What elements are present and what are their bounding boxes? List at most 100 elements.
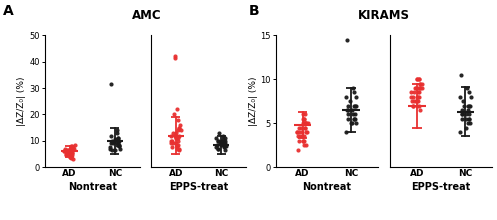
Point [170, 134, 178, 137]
Point [416, 108, 424, 112]
Point [413, 104, 421, 107]
Point [169, 113, 177, 116]
Point [115, 143, 123, 147]
Point [174, 139, 182, 143]
Point [65, 150, 73, 153]
Point [62, 154, 70, 157]
Point [413, 77, 421, 81]
Point [407, 95, 415, 99]
X-axis label: EPPS-treat: EPPS-treat [169, 182, 228, 192]
Point [458, 113, 466, 116]
Point [214, 147, 222, 150]
Point [61, 150, 69, 153]
Point [416, 82, 424, 85]
Point [300, 117, 308, 121]
Point [462, 126, 470, 129]
Point [298, 135, 306, 138]
Point [407, 91, 415, 94]
Point [413, 77, 421, 81]
Text: AMC: AMC [132, 9, 162, 22]
Point [108, 139, 116, 143]
Point [300, 117, 308, 121]
Point [459, 117, 467, 121]
Point [63, 148, 71, 152]
X-axis label: Nontreat: Nontreat [302, 182, 351, 192]
Point [462, 117, 470, 121]
Point [172, 131, 180, 135]
Point [409, 104, 417, 107]
Point [62, 152, 70, 156]
Point [457, 73, 465, 77]
Point [173, 144, 181, 148]
Point [298, 130, 306, 134]
Point [113, 131, 121, 135]
Point [294, 148, 302, 151]
Text: A: A [2, 4, 13, 18]
Point [458, 108, 466, 112]
Point [352, 104, 360, 107]
Point [176, 123, 184, 127]
Point [414, 95, 422, 99]
Point [69, 147, 77, 150]
Point [418, 86, 426, 90]
Point [415, 77, 423, 81]
Point [113, 136, 121, 140]
Point [459, 99, 467, 103]
Point [111, 148, 119, 152]
Point [302, 143, 310, 147]
Point [66, 155, 74, 158]
Point [416, 86, 424, 90]
Point [172, 136, 180, 140]
Point [212, 146, 220, 149]
Point [299, 117, 307, 121]
Point [167, 139, 175, 143]
Point [177, 128, 185, 132]
Point [301, 121, 309, 125]
Point [464, 108, 472, 112]
Point [293, 130, 301, 134]
Point [220, 142, 228, 145]
Point [173, 136, 181, 140]
Point [299, 139, 307, 143]
Point [293, 130, 301, 134]
Point [342, 130, 350, 134]
Point [214, 139, 222, 143]
Point [462, 113, 470, 116]
Point [300, 143, 308, 147]
Point [347, 121, 355, 125]
Point [351, 104, 359, 107]
Point [221, 139, 229, 143]
Point [109, 142, 117, 145]
Point [172, 134, 180, 137]
Point [302, 121, 310, 125]
Y-axis label: |ΔZ/Z₀| (%): |ΔZ/Z₀| (%) [248, 77, 258, 126]
Point [344, 113, 352, 116]
Point [350, 91, 358, 94]
Point [174, 118, 182, 121]
Text: KIRAMS: KIRAMS [358, 9, 410, 22]
Point [414, 95, 421, 99]
Point [67, 148, 75, 152]
Point [169, 142, 177, 145]
Point [106, 147, 114, 150]
Point [415, 91, 423, 94]
X-axis label: EPPS-treat: EPPS-treat [412, 182, 471, 192]
Point [456, 95, 464, 99]
Point [171, 55, 179, 58]
Point [174, 126, 182, 129]
Point [68, 150, 76, 153]
Point [220, 140, 228, 144]
Point [351, 113, 359, 116]
Point [412, 99, 420, 103]
Point [65, 152, 73, 156]
Point [168, 139, 176, 143]
Point [348, 121, 356, 125]
Point [302, 130, 310, 134]
Point [63, 151, 71, 154]
Point [409, 95, 417, 99]
Point [107, 134, 115, 137]
Point [413, 99, 421, 103]
Point [214, 139, 222, 143]
Point [465, 117, 473, 121]
Point [68, 156, 76, 160]
